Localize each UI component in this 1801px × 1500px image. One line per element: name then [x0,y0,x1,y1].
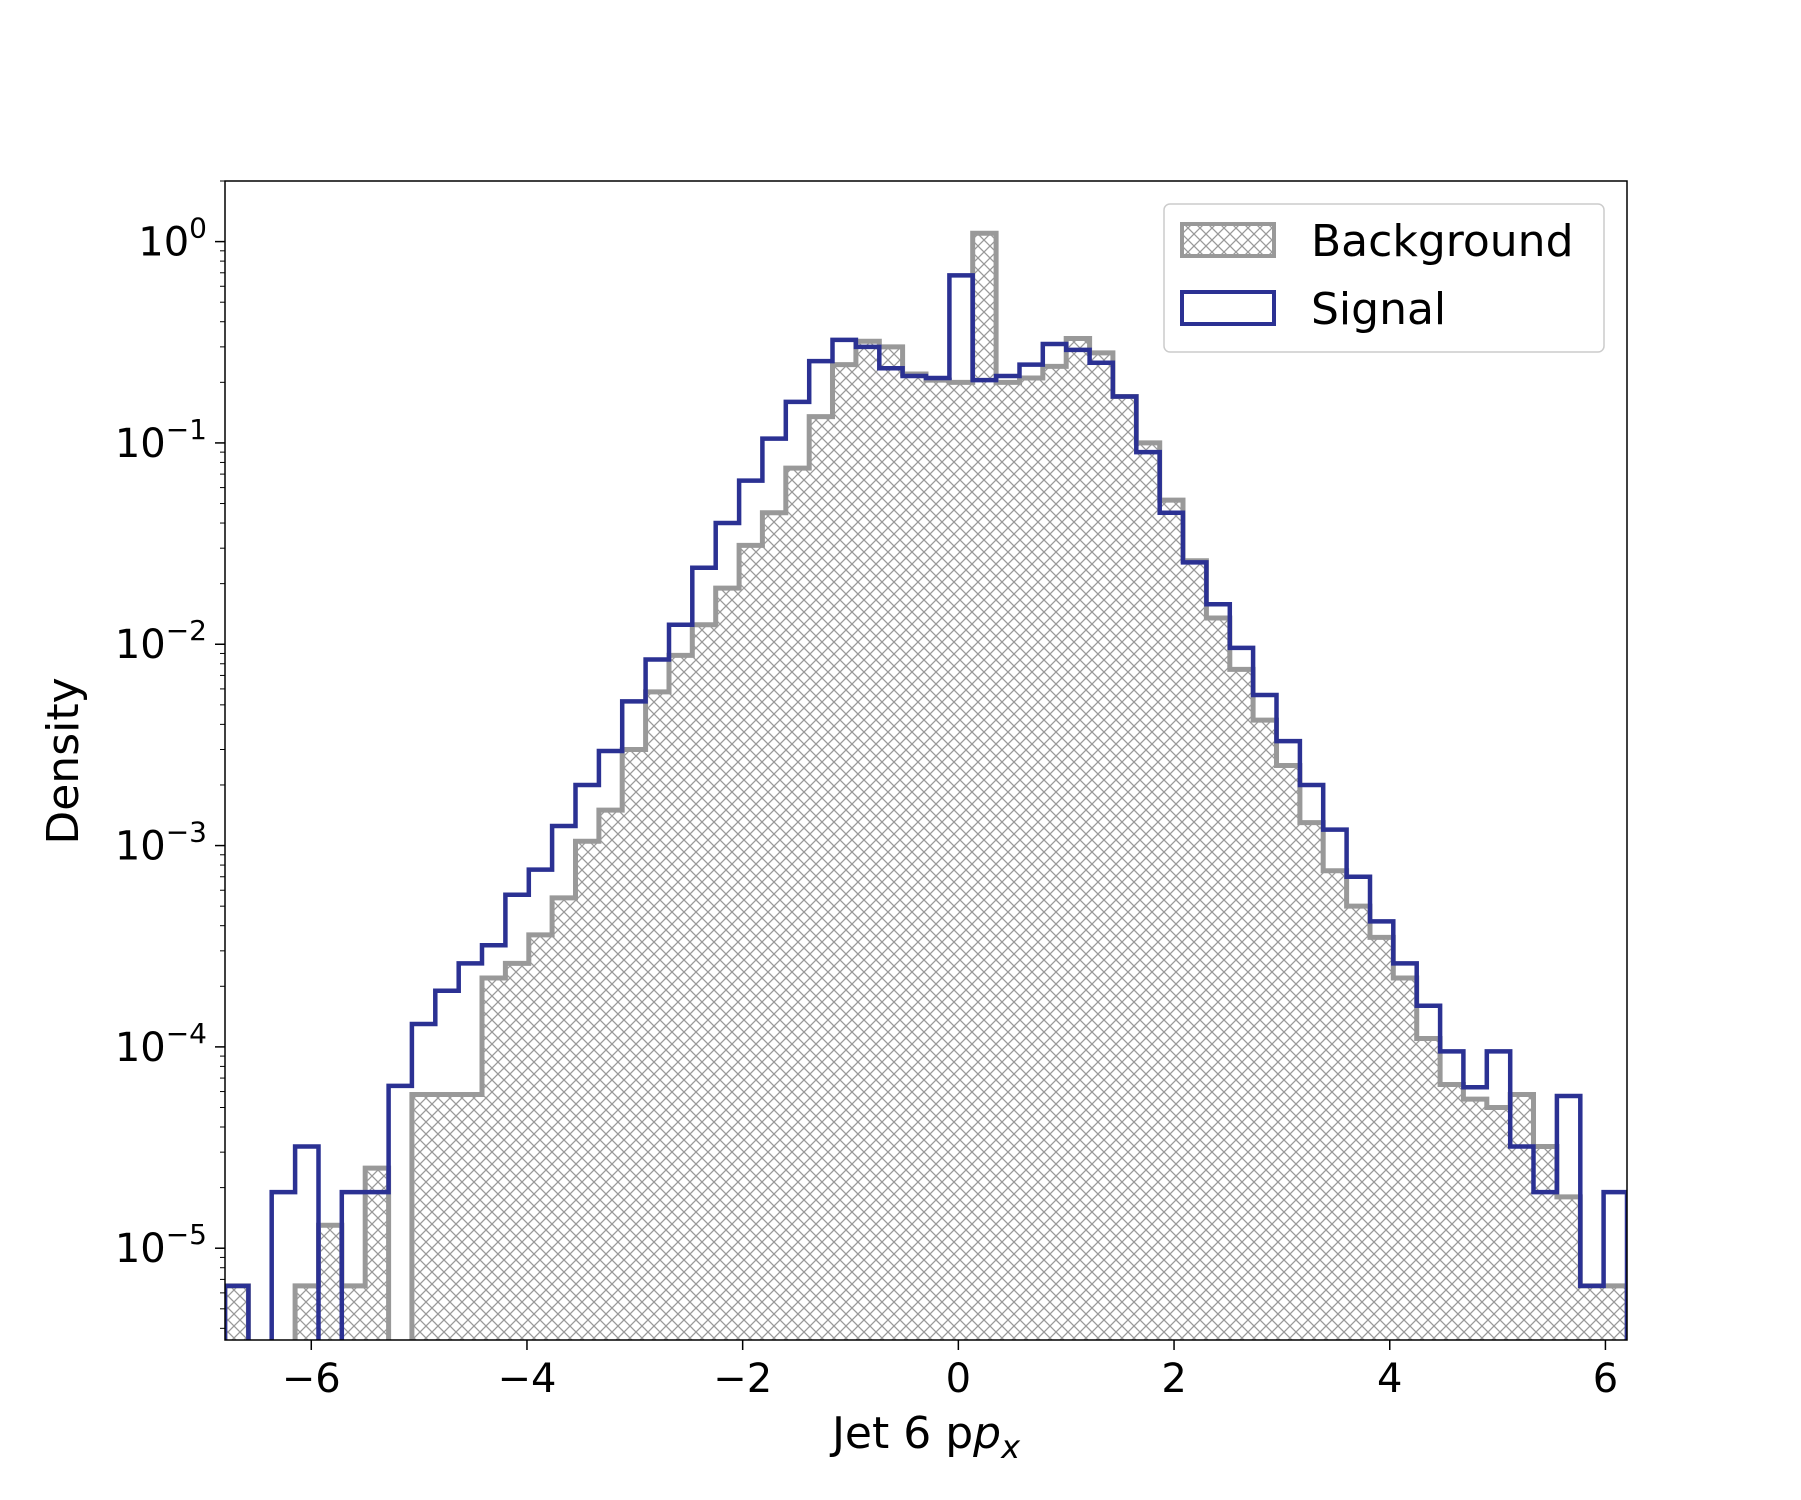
bar-background [318,1225,343,1340]
bar-background [949,382,974,1340]
x-tick-label: −6 [282,1356,341,1402]
bar-background [1299,822,1324,1340]
x-tick-label: 6 [1593,1356,1618,1402]
bar-background [505,963,530,1340]
bar-background [1019,378,1044,1340]
y-tick-label: 10−4 [115,1017,207,1071]
bar-background [1042,366,1067,1340]
legend-swatch-signal [1180,290,1276,326]
bar-background [739,545,763,1340]
bar-background [1159,500,1184,1340]
y-tick-label: 10−5 [115,1218,207,1272]
bar-background [481,977,506,1340]
bar-background [528,934,553,1340]
bar-background [1276,765,1301,1340]
y-axis-label: Density [38,677,89,844]
plot-frame [224,180,1628,1341]
bar-background [855,341,880,1340]
bar-background [1556,1196,1581,1340]
x-tick-label: −2 [713,1356,772,1402]
x-tick-label: 4 [1377,1356,1402,1402]
x-tick-label: 2 [1161,1356,1186,1402]
bar-background [225,1285,249,1340]
bar-background [762,512,787,1340]
bar-background [669,655,693,1340]
y-tick-label: 10−1 [115,413,207,467]
bar-background [1370,937,1394,1340]
bar-background [1182,560,1207,1340]
bar-background [972,233,997,1340]
bar-background [926,380,950,1340]
step-line-signal [225,273,1627,1340]
bar-background [715,588,740,1340]
bar-background [1486,1107,1511,1340]
bar-background [598,810,623,1340]
y-tick-label: 10−2 [115,614,207,668]
bar-background [1206,618,1231,1340]
bar-background [1603,1285,1627,1340]
y-tick-label: 10−3 [115,816,207,870]
series-background [225,230,1627,1340]
bar-background [435,1094,460,1340]
bar-background [645,691,670,1340]
bar-background [785,468,810,1340]
bar-background [552,897,576,1340]
bar-background [1136,442,1161,1340]
bar-background [692,624,717,1340]
legend-swatch-background [1180,222,1276,258]
bar-background [575,841,600,1340]
bar-background [365,1168,390,1340]
bar-background [295,1285,320,1340]
legend-label-signal: Signal [1311,284,1446,335]
x-axis: −6 −4 −2 0 2 4 6 [282,1340,1618,1402]
bar-background [809,416,833,1340]
bar-background [832,364,857,1340]
bar-background [622,749,647,1340]
bar-background [996,382,1021,1340]
bar-background [1089,352,1114,1340]
bar-background [1112,396,1137,1340]
bar-background [1393,977,1418,1340]
bar-background [1440,1084,1464,1340]
legend-label-background: Background [1311,216,1574,267]
bar-background [1533,1146,1558,1340]
series-layer [225,230,1627,1340]
bar-background [1253,720,1277,1340]
bar-background [1346,906,1371,1340]
legend: Background Signal [1163,203,1605,353]
bar-background [341,1285,366,1340]
bar-background [879,346,904,1340]
y-tick-label: 100 [138,212,207,266]
bar-background [1323,870,1348,1340]
bar-background [411,1094,436,1340]
bar-background [1463,1099,1488,1340]
series-signal [225,273,1627,1340]
bar-background [458,1094,483,1340]
bar-background [1416,1038,1441,1340]
bar-background [1066,338,1091,1340]
x-tick-label: 0 [946,1356,971,1402]
bar-background [1580,1285,1605,1340]
bar-background [902,373,927,1340]
x-tick-label: −4 [497,1356,556,1402]
bar-background [1510,1094,1534,1340]
y-axis: 10−5 10−4 10−3 10−2 10−1 100 [115,180,225,1329]
x-axis-label: Jet 6 ppx [829,1408,1021,1466]
bar-background [1229,669,1254,1340]
